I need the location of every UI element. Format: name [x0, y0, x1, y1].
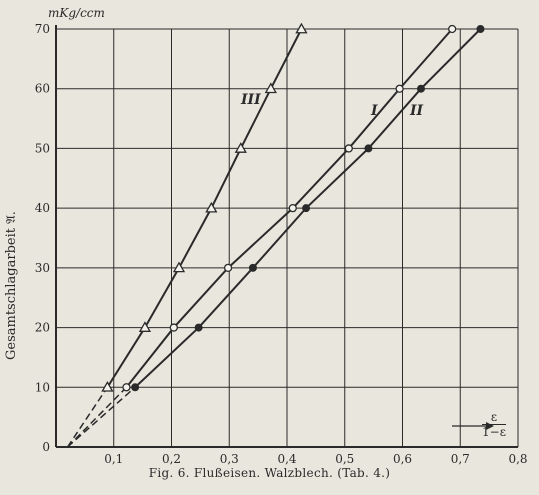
data-point-II — [476, 25, 485, 33]
data-point-III — [172, 261, 186, 273]
y-tick-label: 20 — [35, 321, 50, 335]
data-point-III — [234, 142, 247, 153]
data-point-III — [264, 82, 277, 94]
y-tick-label: 70 — [35, 22, 50, 36]
data-point-II — [248, 263, 257, 272]
x-tick-label: 0,5 — [335, 452, 354, 466]
x-tick-label: 0,6 — [393, 452, 412, 466]
x-tick-label: 0,1 — [104, 452, 123, 466]
y-tick-label: 10 — [35, 380, 50, 394]
x-tick-label: 0,8 — [508, 452, 527, 466]
data-point-II — [131, 383, 140, 392]
data-point-III — [205, 201, 218, 213]
data-point-II — [364, 144, 373, 153]
extrapolation-line-III — [66, 386, 109, 448]
data-point-I — [344, 144, 353, 153]
data-point-I — [169, 323, 178, 332]
data-point-I — [288, 203, 297, 213]
figure-caption: Fig. 6. Flußeisen. Walzblech. (Tab. 4.) — [148, 466, 391, 480]
y-axis-label: Gesamtschlagarbeit 𝔄. — [4, 211, 19, 360]
axes — [55, 25, 518, 448]
y-tick-label: 60 — [35, 82, 50, 96]
x-label-numerator: ε — [482, 410, 506, 425]
data-point-II — [416, 84, 425, 93]
y-tick-label: 30 — [35, 261, 50, 275]
grid — [56, 28, 519, 447]
data-point-III — [138, 321, 152, 332]
x-axis-label: ε 1−ε — [482, 410, 506, 439]
x-tick-label: 0,2 — [162, 452, 181, 466]
data-point-III — [295, 22, 308, 34]
data-point-I — [448, 24, 457, 34]
series-markers — [101, 22, 485, 392]
data-point-I — [223, 263, 233, 273]
data-point-II — [194, 323, 203, 332]
data-point-III — [101, 380, 114, 392]
y-tick-label: 0 — [42, 440, 50, 454]
extrapolation-line-II — [67, 386, 136, 448]
x-label-denominator: 1−ε — [482, 425, 506, 439]
data-point-I — [395, 84, 404, 93]
y-unit-label: mKg/ccm — [48, 6, 105, 20]
x-tick-label: 0,3 — [220, 452, 239, 466]
extrapolation-line-I — [67, 386, 127, 448]
series-label-II: II — [410, 103, 424, 119]
series-label-I: I — [371, 103, 378, 119]
series-label-III: III — [241, 92, 261, 108]
data-point-I — [122, 383, 131, 392]
x-tick-label: 0,7 — [451, 452, 470, 466]
x-tick-label: 0,4 — [277, 452, 296, 466]
y-tick-label: 40 — [35, 201, 50, 215]
data-point-II — [302, 204, 311, 213]
ticks: 0,1 0,2 0,3 0,4 0,5 0,6 0,7 0,8 0 10 20 30 40 50 60 70 — [35, 22, 528, 466]
y-tick-label: 50 — [35, 141, 50, 155]
